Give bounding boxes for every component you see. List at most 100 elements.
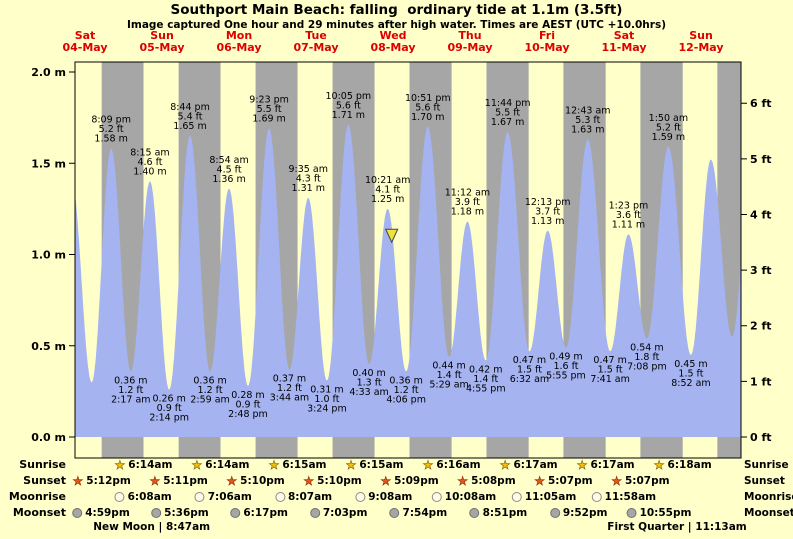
low-tide-label: 7:41 am — [590, 374, 629, 385]
sunset-time: 5:09pm — [394, 475, 439, 487]
high-tide-label: 4.5 ft — [217, 164, 242, 175]
moon-phase-note: New Moon | 8:47am — [93, 521, 211, 533]
moonrise-time: 11:58am — [604, 491, 657, 503]
moonset-entry: 8:51pm — [469, 506, 528, 520]
moonrise-time: 8:07am — [287, 491, 333, 503]
row-label-right-moonset: Moonset — [744, 507, 793, 519]
low-tide-label: 4:06 pm — [386, 394, 426, 405]
day-date: 10-May — [524, 40, 570, 54]
high-tide-label: 1.58 m — [94, 134, 127, 145]
moonset-icon — [469, 508, 480, 518]
row-label-right-sunrise: Sunrise — [744, 459, 789, 471]
sunrise-icon: ★ — [345, 458, 357, 472]
sunrise-icon: ★ — [499, 458, 511, 472]
day-date: 06-May — [216, 40, 262, 54]
sunset-entry: ★ 5:08pm — [457, 474, 516, 488]
moonset-time: 6:17pm — [243, 507, 288, 519]
low-tide-label: 0.36 m — [114, 375, 147, 386]
high-tide-label: 5.5 ft — [257, 104, 282, 115]
high-tide-label: 1.25 m — [371, 194, 404, 205]
moonset-icon — [309, 508, 320, 518]
low-tide-label: 0.44 m — [432, 361, 465, 372]
day-date: 08-May — [370, 40, 416, 54]
day-date: 09-May — [447, 40, 493, 54]
day-name: Sun — [150, 29, 174, 42]
sunset-time: 5:10pm — [240, 475, 285, 487]
high-tide-label: 5.3 ft — [575, 115, 600, 126]
sunrise-time: 6:15am — [359, 459, 404, 471]
sunrise-icon: ★ — [422, 458, 434, 472]
sunrise-entry: ★ 6:17am — [499, 458, 557, 472]
moonrise-entry: 10:08am — [431, 490, 497, 504]
y-axis-label-m: 1.5 m — [31, 157, 66, 170]
day-name: Fri — [538, 29, 556, 42]
moonrise-icon — [194, 492, 205, 502]
low-tide-label: 2:17 am — [111, 394, 150, 405]
row-label-left-moonset: Moonset — [12, 506, 66, 519]
low-tide-label: 0.9 ft — [235, 399, 260, 410]
sunset-time: 5:11pm — [163, 475, 208, 487]
row-label-left-sunrise: Sunrise — [19, 458, 66, 471]
sunrise-time: 6:16am — [436, 459, 481, 471]
sunrise-time: 6:14am — [128, 459, 173, 471]
sunrise-icon: ★ — [653, 458, 665, 472]
moonrise-entry: 7:06am — [194, 490, 252, 504]
high-tide-label: 12:13 pm — [525, 197, 571, 208]
moonrise-entry: 6:08am — [114, 490, 172, 504]
day-label: Sat 04-May — [62, 30, 107, 53]
moonset-time: 7:54pm — [402, 507, 448, 519]
moonset-icon — [549, 508, 560, 518]
day-name: Sat — [74, 29, 96, 42]
high-tide-label: 11:44 pm — [485, 98, 531, 109]
sunset-time: 5:07pm — [548, 475, 593, 487]
high-tide-label: 5.2 ft — [656, 122, 681, 133]
low-tide-label: 0.28 m — [231, 390, 264, 401]
day-date: 12-May — [678, 40, 724, 54]
high-tide-label: 5.6 ft — [415, 102, 440, 113]
sunrise-icon: ★ — [576, 458, 588, 472]
sunset-entry: ★ 5:07pm — [534, 474, 593, 488]
moonset-time: 8:51pm — [482, 507, 528, 519]
moonrise-entry: 8:07am — [274, 490, 333, 504]
high-tide-label: 1:50 am — [649, 113, 688, 124]
high-tide-label: 3.6 ft — [616, 210, 641, 221]
row-label-left-moonrise: Moonrise — [8, 490, 66, 503]
high-tide-label: 10:05 pm — [326, 91, 372, 102]
moonrise-time: 10:08am — [444, 491, 497, 503]
sunset-entry: ★ 5:10pm — [226, 474, 285, 488]
day-label: Thu 09-May — [447, 30, 492, 53]
day-label: Fri 10-May — [524, 30, 569, 53]
plot-frame — [74, 61, 742, 459]
sunset-icon: ★ — [72, 474, 84, 488]
sunrise-entry: ★ 6:16am — [422, 458, 481, 472]
moonset-entry: 10:55pm — [626, 506, 691, 520]
low-tide-label: 0.49 m — [549, 352, 582, 363]
low-tide-label: 5:55 pm — [546, 371, 586, 382]
low-tide-label: 0.42 m — [469, 364, 502, 375]
moonrise-entry: 11:05am — [511, 490, 576, 504]
high-tide-label: 1.67 m — [491, 117, 524, 128]
day-name: Sun — [689, 29, 713, 42]
low-tide-label: 0.47 m — [513, 355, 546, 366]
high-tide-label: 1.71 m — [332, 110, 365, 121]
moonset-entry: 5:36pm — [151, 506, 209, 520]
day-name: Thu — [458, 29, 482, 42]
moonrise-icon — [274, 492, 285, 502]
low-tide-label: 0.37 m — [273, 373, 306, 384]
sunrise-icon: ★ — [268, 458, 280, 472]
high-tide-label: 1.63 m — [571, 125, 604, 136]
moon-phase-note: First Quarter | 11:13am — [607, 521, 747, 533]
low-tide-label: 1.5 ft — [678, 368, 703, 379]
moonset-icon — [230, 508, 241, 518]
day-date: 07-May — [293, 40, 339, 54]
sunrise-time: 6:18am — [667, 459, 712, 471]
low-tide-label: 0.40 m — [352, 368, 385, 379]
moonrise-icon — [355, 492, 366, 502]
y-axis-label-ft: 0 ft — [750, 431, 772, 444]
high-tide-label: 1.36 m — [212, 174, 245, 185]
moonrise-entry: 9:08am — [355, 490, 412, 504]
sunset-time: 5:07pm — [625, 475, 670, 487]
moonset-icon — [151, 508, 162, 518]
high-tide-label: 8:54 am — [209, 155, 248, 166]
